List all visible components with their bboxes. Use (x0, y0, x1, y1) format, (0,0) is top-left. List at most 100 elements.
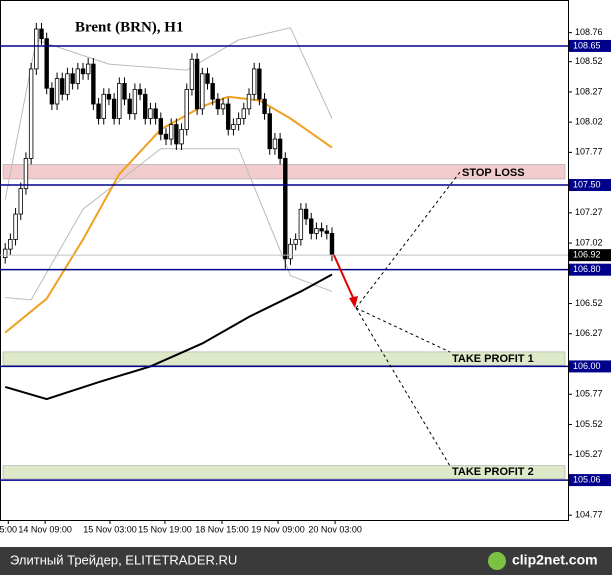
y-tick-label: 107.77 (575, 147, 603, 157)
plot-border (0, 0, 569, 521)
candle-body (163, 133, 169, 140)
y-tick-label: 105.27 (575, 449, 603, 459)
level-label-box (569, 39, 611, 52)
candle-body (158, 118, 164, 135)
candle-body (70, 73, 75, 84)
candle-body (298, 208, 304, 240)
y-tick-label: 105.52 (575, 419, 603, 429)
y-tick-label: 106.27 (575, 328, 603, 338)
candle-body (205, 73, 210, 84)
candle-body (267, 113, 272, 150)
x-tick-label: 15 Nov 03:00 (83, 524, 137, 534)
y-tick-label: 108.52 (575, 56, 603, 66)
candle-body (122, 83, 127, 100)
candle-body (200, 73, 205, 110)
candle-body (288, 243, 293, 260)
candle-body (111, 98, 117, 119)
plot-area (2, 22, 566, 480)
candle-body (13, 213, 18, 240)
y-tick-label: 107.27 (575, 207, 603, 217)
y-tick-label: 108.76 (575, 27, 603, 37)
candle-body (210, 83, 215, 100)
projection-line (355, 307, 451, 353)
level-label: 107.50 (573, 179, 601, 189)
x-tick-label: 20 Nov 03:00 (308, 524, 362, 534)
candle-body (251, 68, 257, 95)
level-label: 106.80 (573, 264, 601, 274)
candle-body (23, 158, 29, 190)
current-price-label: 106.92 (573, 250, 601, 260)
annotation: TAKE PROFIT 2 (452, 466, 534, 478)
signal-arrow (333, 254, 356, 303)
candle-body (194, 58, 200, 110)
candle-body (96, 103, 101, 119)
y-tick-label: 108.02 (575, 117, 603, 127)
x-tick-label: 18 Nov 15:00 (195, 524, 249, 534)
candle-body (117, 83, 122, 119)
candle-body (44, 38, 49, 89)
candle-body (39, 28, 44, 40)
candle-body (215, 98, 221, 110)
level-label: 105.06 (573, 474, 601, 484)
level-label-box (569, 263, 611, 276)
candle-body (153, 108, 158, 119)
candle-body (309, 218, 314, 234)
candle-body (189, 58, 195, 90)
candle-body (148, 108, 153, 119)
level-label-box (569, 360, 611, 373)
background (0, 0, 612, 547)
projection-line (355, 171, 461, 309)
candle-body (75, 68, 81, 84)
candle-body (137, 89, 143, 95)
y-tick-label: 108.27 (575, 86, 603, 96)
candle-body (18, 188, 23, 215)
y-tick-label: 105.77 (575, 389, 603, 399)
level-label: 108.65 (573, 40, 601, 50)
candle-body (303, 208, 309, 220)
candle-body (85, 63, 91, 75)
signal-arrowhead (349, 296, 358, 308)
current-price-box (569, 249, 611, 262)
candle-body (34, 28, 39, 70)
x-tick-label: 19 Nov 09:00 (251, 524, 305, 534)
zone (2, 465, 566, 480)
candle-body (283, 158, 288, 260)
candle-body (143, 93, 148, 119)
y-tick-label: 104.77 (575, 510, 603, 520)
candle-body (106, 93, 112, 100)
candle-body (272, 138, 278, 150)
indicator-line (5, 148, 333, 301)
candle-body (329, 232, 335, 256)
candle-body (184, 89, 189, 130)
candle-body (236, 118, 241, 125)
candle-body (179, 128, 184, 145)
indicator-line (4, 273, 333, 401)
candle-body (324, 230, 329, 234)
candle-body (314, 228, 319, 234)
candle-body (319, 228, 324, 232)
zone (2, 351, 566, 366)
candle-body (262, 98, 267, 115)
candle-body (2, 248, 8, 258)
y-tick-label: 106.52 (575, 298, 603, 308)
candle-body (101, 93, 106, 119)
footer-left: Элитный Трейдер, ELITETRADER.RU (10, 552, 237, 567)
x-tick-label: 14 Nov 09:00 (18, 524, 72, 534)
candle-body (174, 124, 179, 145)
candle-body (226, 103, 231, 130)
level-label: 106.00 (573, 361, 601, 371)
candle-body (54, 78, 60, 105)
candle-body (231, 124, 236, 130)
footer-logo (488, 552, 506, 570)
candle-body (241, 108, 246, 119)
candle-body (60, 78, 65, 95)
y-tick-label: 107.02 (575, 237, 603, 247)
x-tick-label: 5:00 (0, 524, 17, 534)
candle-body (168, 124, 174, 140)
candle-body (246, 93, 252, 110)
candle-body (49, 87, 55, 105)
level-label-box (569, 179, 611, 192)
candle-body (80, 68, 86, 75)
footer-bar (0, 547, 612, 575)
